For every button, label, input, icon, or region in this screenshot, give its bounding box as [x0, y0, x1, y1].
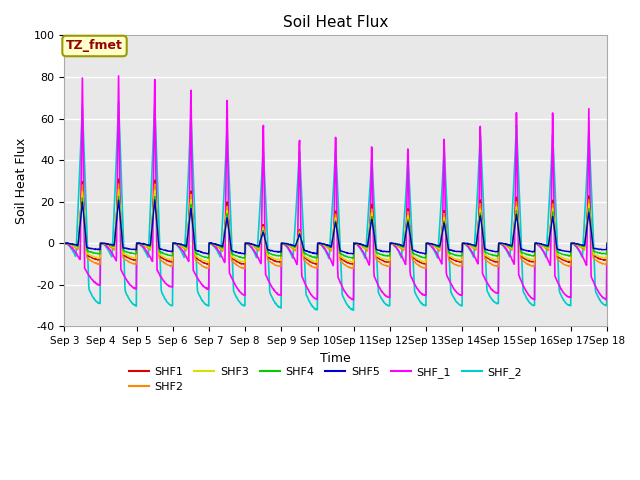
SHF2: [420, 265, 428, 271]
SHF3: [182, 245, 189, 251]
SHF4: [603, 240, 611, 246]
SHF5: [420, 251, 428, 256]
SHF4: [242, 240, 250, 246]
SHF4: [182, 244, 189, 250]
SHF4: [60, 240, 68, 246]
SHF_1: [60, 240, 68, 246]
SHF_2: [420, 302, 428, 308]
SHF_1: [242, 240, 250, 246]
SHF_1: [540, 248, 547, 253]
Line: SHF1: SHF1: [64, 179, 607, 264]
SHF3: [115, 187, 122, 192]
SHF4: [168, 253, 176, 259]
Y-axis label: Soil Heat Flux: Soil Heat Flux: [15, 138, 28, 224]
Line: SHF2: SHF2: [64, 184, 607, 269]
SHF4: [349, 255, 356, 261]
SHF2: [492, 263, 499, 268]
SHF4: [115, 193, 122, 199]
SHF2: [182, 247, 189, 252]
SHF5: [60, 240, 68, 246]
SHF5: [492, 249, 499, 254]
Line: SHF3: SHF3: [64, 190, 607, 262]
SHF5: [151, 197, 159, 203]
SHF1: [115, 176, 122, 182]
SHF_1: [115, 73, 122, 79]
SHF_2: [242, 240, 250, 246]
SHF3: [241, 259, 248, 265]
X-axis label: Time: Time: [320, 352, 351, 365]
Legend: SHF1, SHF2, SHF3, SHF4, SHF5, SHF_1, SHF_2: SHF1, SHF2, SHF3, SHF4, SHF5, SHF_1, SHF…: [124, 362, 527, 396]
SHF3: [60, 240, 68, 246]
SHF_2: [168, 303, 176, 309]
Line: SHF_1: SHF_1: [64, 76, 607, 300]
SHF_1: [420, 292, 428, 298]
SHF3: [168, 257, 176, 263]
SHF2: [60, 240, 68, 246]
SHF2: [240, 266, 248, 272]
SHF_1: [349, 297, 357, 302]
SHF4: [420, 255, 428, 261]
SHF3: [603, 240, 611, 246]
SHF1: [243, 240, 250, 246]
SHF_2: [492, 300, 499, 305]
SHF4: [540, 242, 547, 248]
SHF3: [420, 259, 428, 264]
SHF5: [540, 242, 547, 248]
SHF4: [492, 253, 499, 259]
SHF_2: [115, 99, 122, 105]
SHF3: [492, 257, 499, 263]
Line: SHF5: SHF5: [64, 200, 607, 254]
SHF1: [603, 240, 611, 246]
SHF5: [168, 249, 176, 254]
SHF_2: [182, 236, 189, 241]
SHF3: [540, 242, 547, 248]
SHF1: [60, 240, 68, 246]
SHF1: [420, 261, 428, 267]
SHF2: [540, 243, 547, 249]
Text: TZ_fmet: TZ_fmet: [66, 39, 123, 52]
SHF_1: [603, 240, 611, 246]
SHF1: [205, 262, 212, 267]
SHF_2: [349, 307, 357, 313]
SHF5: [182, 243, 189, 249]
SHF1: [168, 259, 176, 265]
SHF_1: [182, 252, 189, 258]
SHF2: [115, 181, 122, 187]
SHF_2: [60, 240, 68, 246]
SHF5: [603, 240, 611, 246]
Line: SHF_2: SHF_2: [64, 102, 607, 310]
Line: SHF4: SHF4: [64, 196, 607, 258]
SHF1: [492, 259, 499, 265]
SHF5: [314, 251, 321, 257]
SHF_2: [540, 249, 547, 254]
SHF2: [243, 240, 250, 246]
SHF_2: [603, 241, 611, 247]
SHF_1: [492, 289, 499, 295]
SHF3: [243, 240, 250, 246]
SHF5: [242, 240, 250, 246]
SHF1: [540, 243, 547, 249]
SHF_1: [168, 284, 176, 289]
SHF1: [182, 246, 189, 252]
SHF2: [603, 240, 611, 246]
Title: Soil Heat Flux: Soil Heat Flux: [283, 15, 388, 30]
SHF2: [168, 263, 176, 269]
